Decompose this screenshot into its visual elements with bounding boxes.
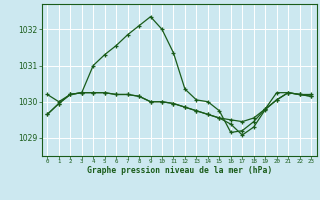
X-axis label: Graphe pression niveau de la mer (hPa): Graphe pression niveau de la mer (hPa) bbox=[87, 166, 272, 175]
